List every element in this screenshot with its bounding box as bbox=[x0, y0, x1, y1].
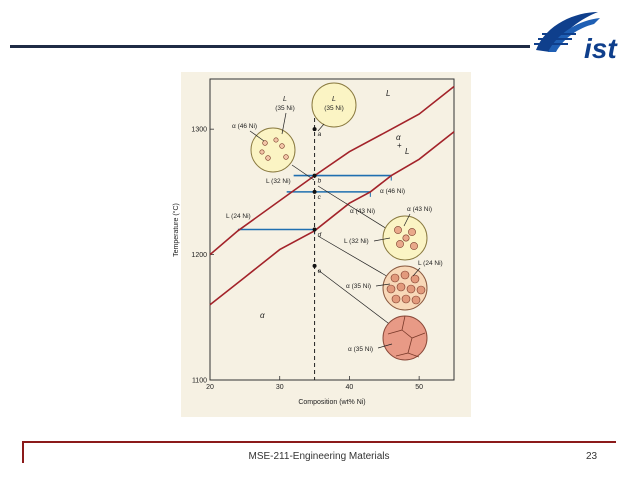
microstructure-c: α (43 Ni) L (32 Ni) bbox=[344, 206, 432, 261]
x-tick-label-3: 50 bbox=[415, 384, 423, 391]
region-label-alpha: α bbox=[396, 133, 401, 142]
tie-c-alpha-label: α (43 Ni) bbox=[350, 208, 375, 215]
point-label-d: d bbox=[318, 232, 322, 239]
tie-b-alpha-label: α (46 Ni) bbox=[380, 188, 405, 195]
point-a bbox=[312, 127, 317, 132]
point-b bbox=[312, 173, 317, 178]
footer-rule bbox=[22, 441, 616, 443]
micro-d-L: L (24 Ni) bbox=[418, 260, 443, 267]
micro-c-alpha: α (43 Ni) bbox=[407, 206, 432, 213]
micro-b-comp: (35 Ni) bbox=[275, 105, 295, 112]
micro-a-comp: (35 Ni) bbox=[324, 105, 344, 112]
tick-labels: 20 30 40 50 1100 1200 1300 bbox=[191, 127, 423, 391]
region-label-plus: + bbox=[397, 141, 402, 150]
logo-text: ist bbox=[584, 33, 618, 62]
point-label-c: c bbox=[318, 194, 322, 201]
microstructure-d: L (24 Ni) α (35 Ni) bbox=[346, 260, 443, 311]
microstructure-b: L (35 Ni) α (46 Ni) bbox=[232, 96, 315, 181]
y-tick-label-2: 1300 bbox=[191, 127, 207, 134]
plot-frame bbox=[209, 78, 455, 381]
region-label-liquid: L bbox=[386, 89, 390, 98]
micro-b-alpha: α (46 Ni) bbox=[232, 123, 257, 130]
phase-boundaries bbox=[209, 85, 455, 306]
phase-boundary-0 bbox=[209, 85, 455, 256]
x-tick-label-2: 40 bbox=[346, 384, 354, 391]
micro-c-L: L (32 Ni) bbox=[344, 238, 369, 245]
footer-rule-corner bbox=[22, 441, 24, 463]
point-label-b: b bbox=[318, 178, 322, 185]
x-tick-label-0: 20 bbox=[206, 384, 214, 391]
point-label-a: a bbox=[318, 131, 322, 138]
logo-swoosh-icon bbox=[534, 12, 600, 52]
tie-b-L-label: L (32 Ni) bbox=[266, 178, 291, 185]
footer-course-title: MSE-211-Engineering Materials bbox=[248, 451, 390, 462]
micro-a-phase: L bbox=[332, 96, 336, 103]
micro-d-alpha: α (35 Ni) bbox=[346, 283, 371, 290]
x-axis-label: Composition (wt% Ni) bbox=[298, 399, 365, 406]
y-axis-label: Temperature (°C) bbox=[172, 203, 180, 257]
header-rule bbox=[10, 45, 530, 48]
y-tick-label-0: 1100 bbox=[192, 378, 207, 385]
ist-logo: ist bbox=[534, 12, 618, 62]
microstructure-a: L (35 Ni) bbox=[311, 82, 357, 132]
tie-lines bbox=[237, 174, 392, 235]
micro-b-phase: L bbox=[283, 96, 287, 103]
tie-d-L-label: L (24 Ni) bbox=[226, 213, 251, 220]
micro-e-alpha: α (35 Ni) bbox=[348, 346, 373, 353]
x-tick-label-1: 30 bbox=[276, 384, 284, 391]
y-tick-label-1: 1200 bbox=[191, 252, 207, 259]
region-label-solid: α bbox=[260, 311, 265, 320]
microstructure-e: α (35 Ni) bbox=[348, 315, 428, 361]
point-c bbox=[312, 189, 317, 194]
page-number: 23 bbox=[586, 451, 598, 462]
region-label-L: L bbox=[405, 147, 409, 156]
point-d bbox=[312, 227, 317, 232]
phase-boundary-1 bbox=[209, 131, 455, 306]
point-e bbox=[312, 263, 317, 268]
